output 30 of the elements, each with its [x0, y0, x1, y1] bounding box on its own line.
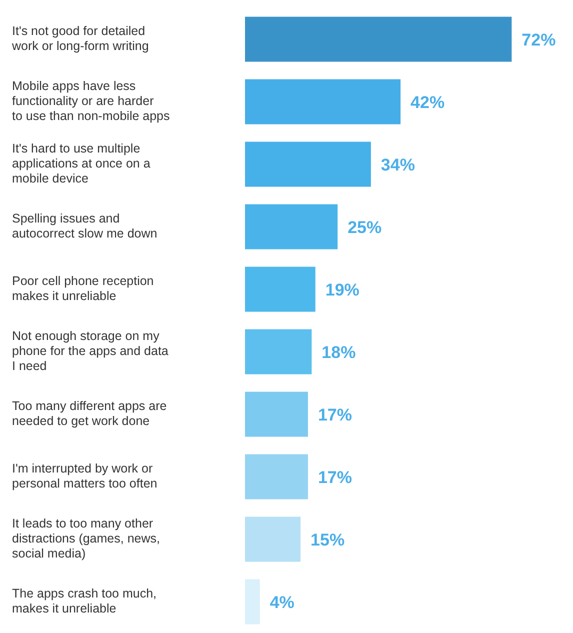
data-label: 15%	[310, 530, 345, 550]
bar	[245, 16, 512, 62]
data-label: 17%	[318, 405, 352, 424]
data-label: 4%	[270, 592, 294, 612]
y-tick-label: Not enough storage on my phone for the apps and data I need	[12, 329, 168, 374]
data-label: 42%	[410, 92, 445, 112]
y-tick-label: Spelling issues and autocorrect slow me down	[12, 212, 158, 241]
data-label: 19%	[325, 280, 360, 300]
y-tick-label: I'm interrupted by work or personal matters too often	[12, 462, 158, 491]
data-label: 18%	[322, 342, 356, 362]
y-tick-label: The apps crash too much, makes it unreliable	[12, 586, 157, 616]
bar	[245, 392, 308, 437]
bar	[245, 329, 312, 374]
bar	[245, 142, 371, 187]
data-label: 17%	[318, 468, 352, 487]
bar	[245, 516, 301, 562]
data-label: 34%	[380, 155, 415, 174]
y-tick-label: It leads to too many other distractions (games, news, social media)	[12, 516, 160, 561]
y-tick-label: It's not good for detailed work or long-form writing	[11, 24, 149, 54]
y-tick-label: Poor cell phone reception makes it unreliable	[12, 274, 154, 304]
y-tick-label: It's hard to use multiple applications at once on a mobile device	[12, 142, 150, 186]
bar	[245, 579, 260, 624]
data-label: 25%	[348, 218, 382, 237]
bar	[245, 454, 308, 500]
y-tick-label: Too many different apps are needed to get work done	[12, 399, 167, 428]
bar	[245, 266, 316, 312]
bar	[245, 204, 338, 250]
bar	[245, 79, 401, 124]
data-label: 72%	[522, 30, 556, 50]
y-tick-label: Mobile apps have less functionality or are harder to use than non-mobile apps	[12, 79, 170, 124]
